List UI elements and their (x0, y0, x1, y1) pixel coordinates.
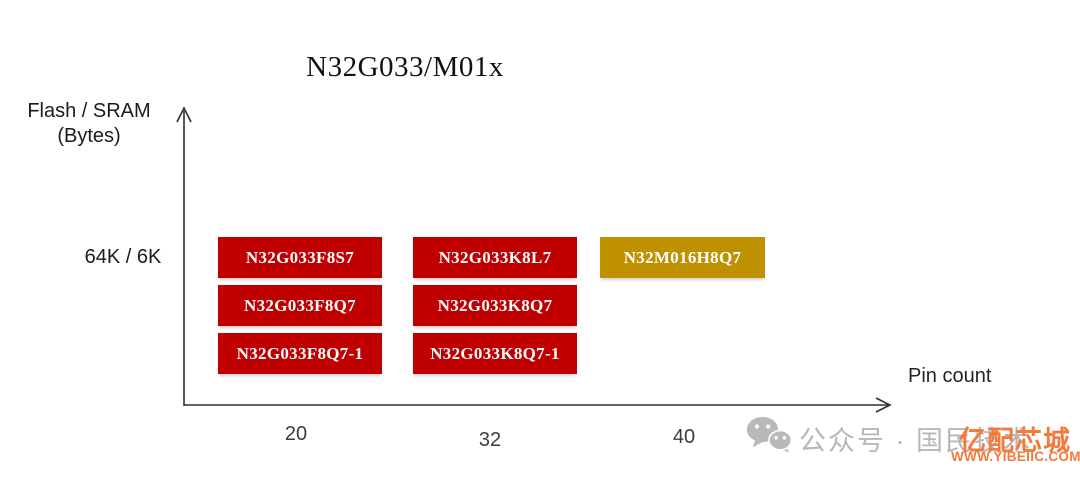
y-axis-title-line2: (Bytes) (57, 125, 121, 147)
product-label: N32G033F8Q7 (244, 295, 356, 315)
product-label: N32G033F8S7 (245, 247, 355, 267)
wechat-icon (746, 416, 793, 453)
y-axis-title: Flash / SRAM (Bytes) (8, 99, 170, 149)
x-tick-label-32: 32 (478, 429, 502, 451)
y-axis-title-line1: Flash / SRAM (27, 100, 151, 122)
watermark-account-text: 公众号 · 国民技术 (799, 426, 1032, 456)
y-tick-label-64k: 64K / 6K (84, 246, 162, 268)
x-tick-label-40: 40 (672, 426, 696, 448)
product-label: N32G033K8L7 (438, 247, 552, 267)
watermark-brand-text: 亿配芯城 (959, 426, 1071, 456)
product-label: N32G033K8Q7-1 (430, 343, 560, 363)
product-box-n32g033k8q7-1: N32G033K8Q7-1 (413, 333, 577, 374)
product-label: N32G033K8Q7 (437, 295, 553, 315)
x-tick-label-20: 20 (284, 423, 308, 445)
product-box-n32g033f8q7-1: N32G033F8Q7-1 (218, 333, 382, 374)
chart-title: N32G033/M01x (306, 51, 504, 83)
product-box-n32g033k8l7: N32G033K8L7 (413, 237, 577, 278)
x-axis-arrowhead-icon (875, 397, 892, 413)
watermark-website-text: WWW.YIBEIIC.COM (951, 449, 1080, 464)
product-label: N32G033F8Q7-1 (236, 343, 364, 363)
product-box-n32g033f8q7: N32G033F8Q7 (218, 285, 382, 326)
product-box-n32g033f8s7: N32G033F8S7 (218, 237, 382, 278)
product-box-n32g033k8q7: N32G033K8Q7 (413, 285, 577, 326)
product-label: N32M016H8Q7 (623, 247, 742, 267)
x-axis-title: Pin count (908, 365, 992, 387)
y-axis-arrowhead-icon (176, 106, 192, 123)
product-box-n32m016h8q7: N32M016H8Q7 (600, 237, 765, 278)
